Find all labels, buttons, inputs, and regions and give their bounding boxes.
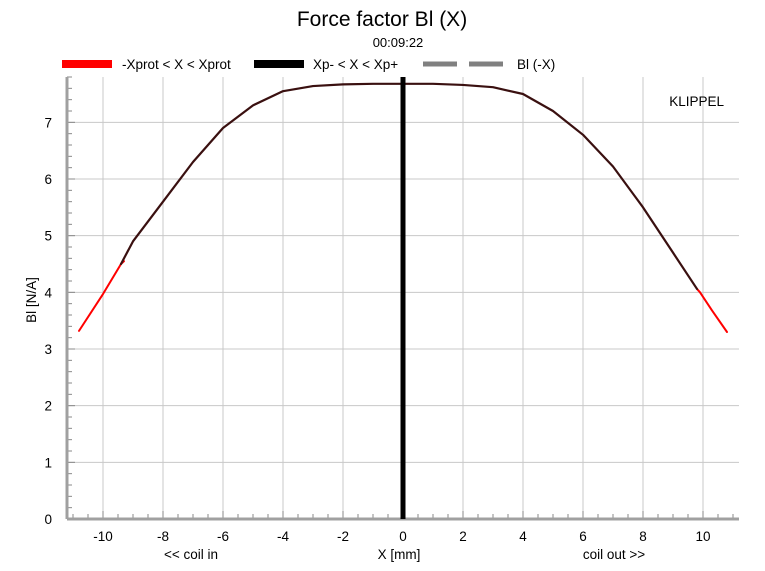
x-tick-label-9: 8 bbox=[639, 529, 647, 544]
legend-label-bl-neg: Bl (-X) bbox=[517, 57, 555, 72]
x-tick-label-8: 6 bbox=[579, 529, 587, 544]
x-tick-label-3: -4 bbox=[277, 529, 289, 544]
chart-title: Force factor Bl (X) bbox=[297, 8, 467, 31]
x-axis-label-right: coil out >> bbox=[583, 547, 645, 562]
legend-label-xp: Xp- < X < Xp+ bbox=[313, 57, 398, 72]
y-axis-label: Bl [N/A] bbox=[24, 277, 39, 323]
y-tick-label-0: 0 bbox=[44, 512, 52, 527]
x-tick-label-4: -2 bbox=[337, 529, 349, 544]
y-tick-label-1: 1 bbox=[44, 455, 52, 470]
x-axis-label: X [mm] bbox=[378, 547, 421, 562]
legend: -Xprot < X < Xprot Xp- < X < Xp+ Bl (-X) bbox=[62, 57, 555, 72]
x-axis-label-left: << coil in bbox=[164, 547, 218, 562]
x-tick-label-0: -10 bbox=[93, 529, 113, 544]
y-tick-label-6: 6 bbox=[44, 172, 52, 187]
legend-label-xprot: -Xprot < X < Xprot bbox=[122, 57, 231, 72]
watermark: KLIPPEL bbox=[669, 94, 724, 109]
y-tick-label-3: 3 bbox=[44, 342, 52, 357]
y-tick-label-7: 7 bbox=[44, 115, 52, 130]
x-tick-labels: -10 -8 -6 -4 -2 0 2 4 6 8 10 bbox=[93, 529, 710, 544]
y-tick-label-5: 5 bbox=[44, 229, 52, 244]
x-tick-label-10: 10 bbox=[695, 529, 710, 544]
x-tick-label-1: -8 bbox=[157, 529, 169, 544]
series-xprot-left bbox=[78, 260, 125, 332]
x-tick-label-7: 4 bbox=[519, 529, 527, 544]
x-tick-label-2: -6 bbox=[217, 529, 229, 544]
y-tick-label-4: 4 bbox=[44, 285, 52, 300]
minor-ticks bbox=[67, 76, 734, 520]
y-tick-labels: 0 1 2 3 4 5 6 7 bbox=[44, 115, 52, 527]
series-xprot-right bbox=[696, 287, 728, 333]
y-tick-label-2: 2 bbox=[44, 399, 52, 414]
series-xp bbox=[119, 82, 699, 291]
chart-subtitle: 00:09:22 bbox=[373, 35, 424, 50]
x-tick-label-6: 2 bbox=[459, 529, 467, 544]
x-tick-label-5: 0 bbox=[399, 529, 407, 544]
